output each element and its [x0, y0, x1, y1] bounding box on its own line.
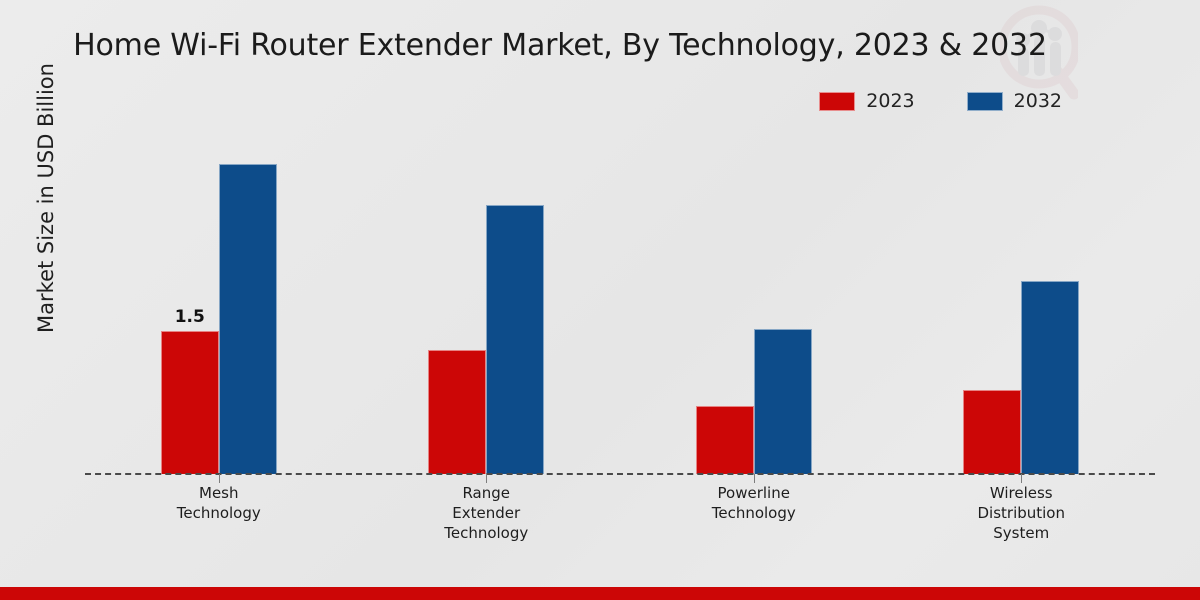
bar-2023-wireless-distribution-system[interactable]	[963, 390, 1022, 474]
category-label-line: Mesh	[199, 484, 239, 502]
bar-2032-powerline-technology[interactable]	[753, 329, 812, 474]
category-label-line: Technology	[176, 503, 261, 522]
legend-label-2032: 2032	[1013, 90, 1062, 112]
bar-2023-mesh-technology[interactable]: 1.5	[160, 307, 219, 474]
bar-group	[620, 130, 888, 474]
category-label-line: Technology	[444, 523, 529, 542]
category-label-line: Technology	[711, 503, 796, 522]
bar-value-label: 1.5	[174, 307, 205, 327]
bar-2032-wireless-distribution-system[interactable]	[1021, 281, 1080, 474]
x-axis-tick	[1021, 474, 1023, 483]
legend-item-2023[interactable]: 2023	[819, 90, 915, 112]
bar-group	[888, 130, 1156, 474]
legend-swatch-2023	[819, 92, 856, 111]
y-axis-title: Market Size in USD Billion	[34, 63, 58, 333]
category-label-line: Range	[462, 484, 511, 502]
x-axis-tick	[486, 474, 488, 483]
x-axis-tick	[218, 474, 220, 483]
x-axis-category-label: Mesh Technology	[129, 484, 309, 524]
footer-accent-band	[0, 587, 1200, 600]
axis-baseline	[85, 473, 1155, 475]
bar-2023-powerline-technology[interactable]	[695, 406, 754, 474]
bar-group: 1.5	[85, 130, 353, 474]
x-axis-category-label: Range Extender Technology	[396, 484, 576, 544]
bar-2023-range-extender-technology[interactable]	[428, 350, 487, 474]
legend-swatch-2032	[966, 92, 1003, 111]
category-label-line: System	[993, 523, 1050, 542]
plot-area: 1.5	[85, 130, 1155, 474]
x-axis-category-label: Wireless Distribution System	[931, 484, 1111, 544]
category-label-line: Extender	[452, 503, 521, 522]
x-axis-tick	[753, 474, 755, 483]
x-axis-category-label: Powerline Technology	[664, 484, 844, 524]
bar-2032-mesh-technology[interactable]	[218, 164, 277, 474]
chart-legend: 2023 2032	[819, 92, 1062, 111]
chart-title: Home Wi-Fi Router Extender Market, By Te…	[73, 28, 1047, 63]
legend-item-2032[interactable]: 2032	[966, 90, 1062, 112]
category-label-line: Powerline	[717, 484, 790, 502]
bar-2032-range-extender-technology[interactable]	[486, 205, 545, 474]
category-label-line: Distribution	[977, 503, 1065, 522]
legend-label-2023: 2023	[866, 90, 915, 112]
bar-group	[353, 130, 621, 474]
category-label-line: Wireless	[989, 484, 1053, 502]
